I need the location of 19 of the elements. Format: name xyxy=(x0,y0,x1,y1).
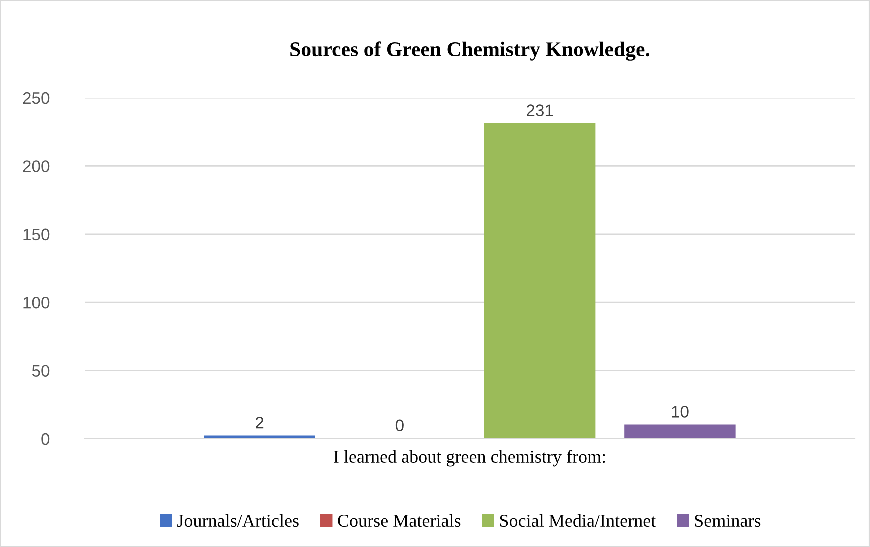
legend-label: Course Materials xyxy=(338,514,461,528)
bar xyxy=(484,123,596,439)
bar xyxy=(624,424,736,439)
data-label: 10 xyxy=(672,406,689,418)
y-tick-label: 250 xyxy=(23,92,50,104)
x-axis-title: I learned about green chemistry from: xyxy=(334,450,606,467)
data-label: 231 xyxy=(527,104,554,116)
y-tick-label: 100 xyxy=(24,297,50,309)
legend-label: Social Media/Internet xyxy=(500,514,656,528)
bar xyxy=(204,436,316,439)
y-tick-label: 50 xyxy=(32,365,50,378)
data-label: 2 xyxy=(256,417,264,429)
chart-title: Sources of Green Chemistry Knowledge. xyxy=(290,42,650,61)
y-tick-label: 200 xyxy=(23,160,50,172)
y-tick-label: 150 xyxy=(24,228,50,241)
legend-label: Journals/Articles xyxy=(178,514,299,528)
data-label: 0 xyxy=(396,420,404,432)
y-tick-label: 0 xyxy=(42,433,50,446)
legend-label: Seminars xyxy=(695,514,761,528)
